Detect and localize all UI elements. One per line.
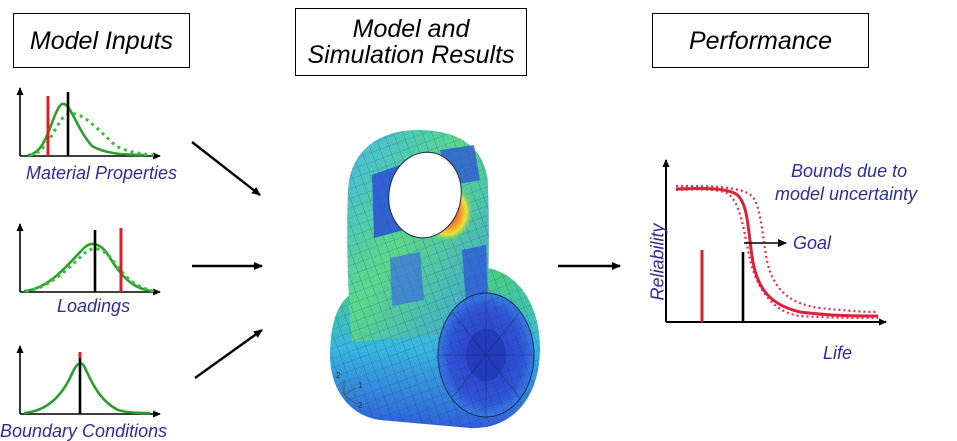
fea-blue-patch-right — [462, 245, 488, 304]
triad-axis-3: 3 — [358, 401, 363, 410]
label-goal: Goal — [793, 233, 832, 253]
header-model-line1: Model and — [352, 15, 470, 43]
header-model-inputs: Model Inputs — [13, 13, 190, 68]
arrow-material-to-model — [191, 141, 261, 196]
reliability-upper-bound — [675, 184, 879, 314]
header-performance: Performance — [652, 13, 869, 68]
fea-model-image — [330, 130, 540, 429]
header-model-line2: Simulation Results — [307, 41, 515, 69]
label-material-properties: Material Properties — [26, 163, 178, 183]
fea-blue-patch-center — [390, 252, 424, 306]
header-performance-text: Performance — [688, 26, 833, 55]
label-boundary-conditions: Boundary Conditions — [0, 421, 168, 441]
coordinate-triad: 2 1 3 — [336, 371, 363, 410]
material-dotted-curve — [29, 112, 155, 157]
label-loadings: Loadings — [57, 296, 131, 316]
loadings-plot — [16, 223, 161, 296]
label-bounds-line2: model uncertainty — [775, 184, 918, 204]
header-model-inputs-text: Model Inputs — [29, 26, 174, 55]
label-bounds-line1: Bounds due to — [791, 161, 908, 181]
boundary-distribution-curve — [23, 362, 151, 415]
arrow-boundary-to-model — [194, 329, 263, 379]
boundary-conditions-plot — [16, 345, 161, 418]
material-distribution-curve — [27, 102, 147, 157]
header-model-simulation: Model and Simulation Results — [295, 8, 527, 76]
triad-axis-2: 2 — [336, 371, 341, 380]
material-properties-plot — [16, 87, 161, 160]
triad-axis-1: 1 — [358, 381, 363, 390]
reliability-lower-bound — [675, 188, 879, 320]
label-life: Life — [823, 343, 853, 363]
fea-lug-hole — [388, 151, 462, 239]
loadings-distribution-curve — [23, 242, 153, 293]
performance-plot — [662, 159, 887, 326]
label-reliability: Reliability — [647, 223, 668, 301]
loadings-dotted-curve — [25, 247, 155, 293]
reliability-curve — [675, 187, 879, 318]
